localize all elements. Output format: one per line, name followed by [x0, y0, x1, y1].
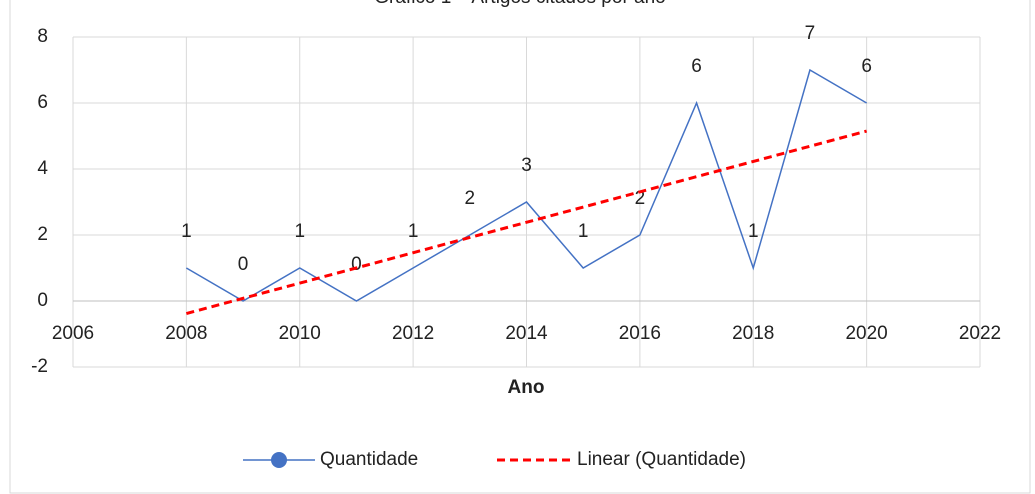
y-tick-label: 2 — [37, 224, 48, 245]
data-label: 1 — [748, 221, 759, 242]
y-tick-label: 8 — [37, 26, 48, 47]
legend-item: Linear (Quantidade) — [497, 449, 746, 470]
data-label: 2 — [465, 188, 476, 209]
data-label: 7 — [805, 23, 816, 44]
x-tick-label: 2020 — [845, 323, 887, 344]
y-tick-label: -2 — [31, 356, 48, 377]
chart-title: Gráfico 1 – Artigos citados por ano — [374, 0, 666, 8]
legend-item: Quantidade — [243, 449, 418, 470]
data-label: 1 — [294, 221, 305, 242]
data-label: 3 — [521, 155, 532, 176]
y-tick-label: 0 — [37, 290, 48, 311]
x-tick-label: 2016 — [619, 323, 661, 344]
x-tick-label: 2006 — [52, 323, 94, 344]
x-tick-label: 2008 — [165, 323, 207, 344]
data-label: 1 — [181, 221, 192, 242]
x-tick-label: 2010 — [279, 323, 321, 344]
data-label: 6 — [691, 56, 702, 77]
data-label: 2 — [635, 188, 646, 209]
chart-border — [9, 0, 1031, 494]
x-tick-label: 2014 — [505, 323, 548, 344]
data-label: 0 — [238, 254, 249, 275]
legend-label: Linear (Quantidade) — [577, 449, 746, 470]
trend-line — [185, 129, 868, 315]
data-label: 0 — [351, 254, 362, 275]
data-label: 1 — [578, 221, 589, 242]
data-line — [185, 68, 868, 302]
y-tick-label: 6 — [37, 92, 48, 113]
x-tick-label: 2018 — [732, 323, 774, 344]
legend-marker — [271, 452, 287, 468]
x-axis-title: Ano — [508, 377, 545, 398]
data-label: 6 — [861, 56, 872, 77]
data-label: 1 — [408, 221, 419, 242]
legend-label: Quantidade — [320, 449, 418, 470]
x-tick-label: 2022 — [959, 323, 1001, 344]
x-tick-label: 2012 — [392, 323, 434, 344]
y-tick-label: 4 — [37, 158, 48, 179]
